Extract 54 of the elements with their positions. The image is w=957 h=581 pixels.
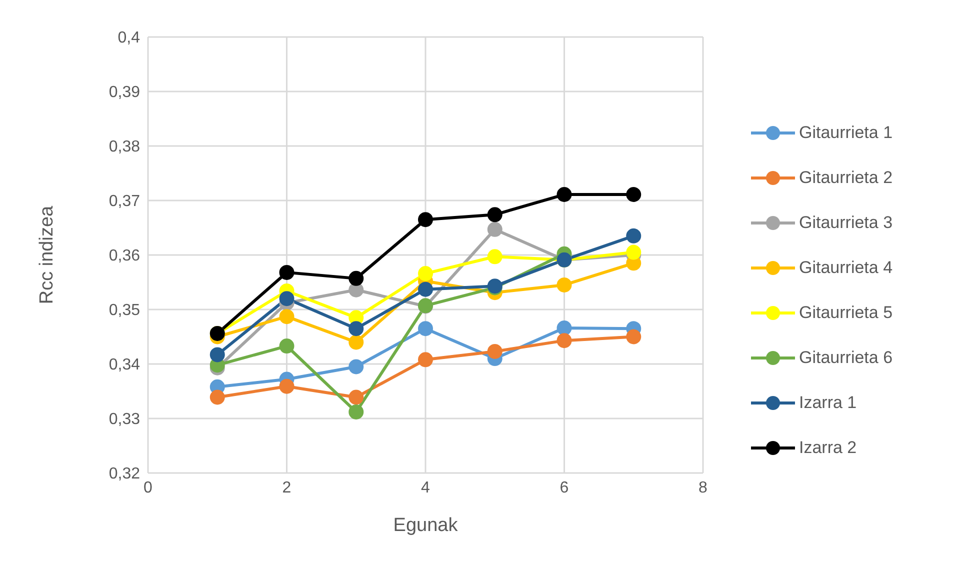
point [348,321,364,336]
y-tick-label: 0,36 [108,248,140,265]
x-tick-label: 4 [421,479,430,496]
point [279,291,294,306]
point [556,333,572,348]
point [556,320,572,336]
legend-label: Gitaurrieta 6 [799,347,893,369]
legend-label: Gitaurrieta 2 [799,167,893,189]
point [210,347,225,362]
y-tick-label: 0,33 [108,411,140,428]
y-tick-label: 0,34 [108,356,140,374]
y-tick-label: 0,32 [108,466,140,483]
x-tick-label: 0 [144,479,153,496]
legend-label: Gitaurrieta 4 [799,257,893,279]
point [418,321,433,336]
point [418,282,433,297]
point [487,207,502,222]
legend-label: Gitaurrieta 3 [799,212,893,234]
point [279,378,294,394]
point [487,222,502,237]
point [348,390,364,405]
point [348,334,364,350]
legend-label: Gitaurrieta 1 [799,122,893,144]
legend-label: Gitaurrieta 5 [799,302,893,324]
point [210,390,225,405]
y-tick-label: 0,35 [108,302,140,320]
point [556,277,572,292]
y-tick-label: 0,39 [108,84,140,102]
point [279,264,294,280]
point [279,309,294,324]
point [626,187,642,202]
y-tick-label: 0,38 [108,138,140,156]
y-tick-label: 0,4 [118,30,140,47]
point [348,359,364,374]
x-tick-label: 6 [560,479,569,496]
point [626,329,642,344]
point [487,249,502,264]
y-axis-title: Rcc indizea [36,205,58,304]
point [556,187,572,202]
point [626,244,642,260]
x-tick-label: 8 [698,479,708,496]
point [279,338,294,354]
legend-label: Izarra 1 [799,392,857,414]
x-axis-title: Egunak [393,515,458,536]
point [348,404,364,420]
point [348,270,364,286]
legend-label: Izarra 2 [799,437,857,459]
x-tick-label: 2 [282,479,292,496]
point [487,344,502,359]
point [418,266,433,282]
point [418,212,433,228]
point [418,352,433,368]
point [626,228,642,244]
y-tick-label: 0,37 [108,193,140,210]
